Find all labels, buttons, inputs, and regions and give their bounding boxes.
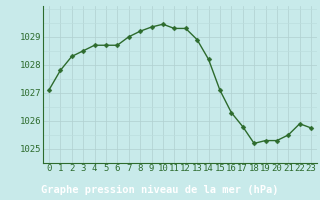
Text: Graphe pression niveau de la mer (hPa): Graphe pression niveau de la mer (hPa) [41,185,279,195]
